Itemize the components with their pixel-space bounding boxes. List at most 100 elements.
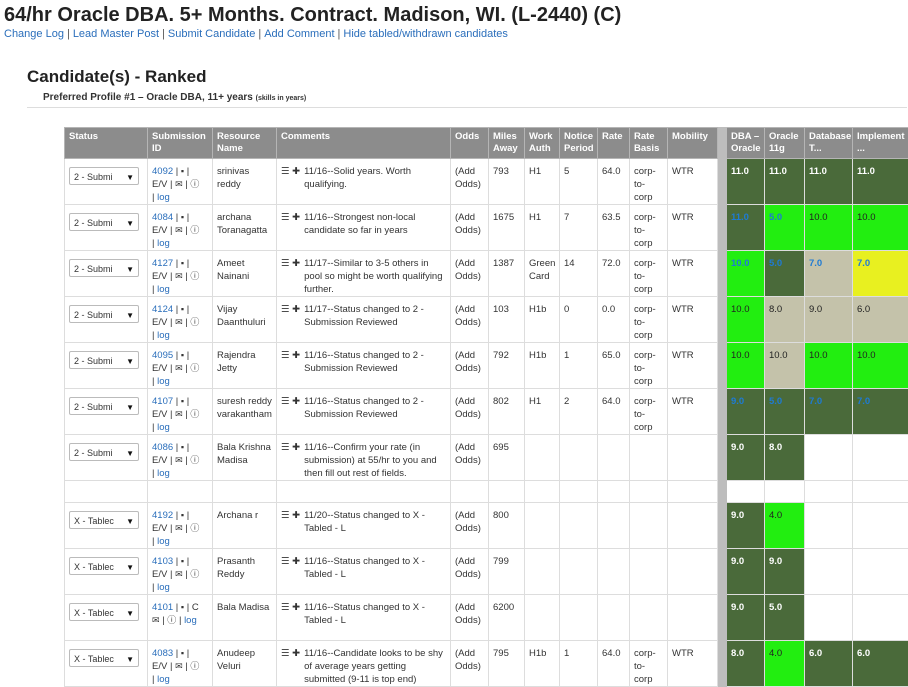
list-icon[interactable]: ☰ (281, 166, 290, 177)
plus-icon[interactable]: ✚ (290, 442, 301, 453)
info-icon[interactable]: ⓘ (190, 409, 199, 419)
list-icon[interactable]: ☰ (281, 350, 290, 361)
log-link[interactable]: log (157, 468, 170, 479)
log-link[interactable]: log (157, 376, 170, 387)
add-odds-link[interactable]: (Add Odds) (455, 510, 481, 534)
log-link[interactable]: log (157, 422, 170, 433)
ev-label[interactable]: E/V (152, 271, 167, 282)
status-select[interactable]: 2 - Submi▼ (69, 351, 139, 369)
status-select[interactable]: X - Tablec▼ (69, 649, 139, 667)
status-select[interactable]: 2 - Submi▼ (69, 213, 139, 231)
file-icon[interactable]: ▪ (181, 602, 184, 612)
plus-icon[interactable]: ✚ (290, 304, 301, 315)
list-icon[interactable]: ☰ (281, 648, 290, 659)
list-icon[interactable]: ☰ (281, 556, 290, 567)
add-odds-link[interactable]: (Add Odds) (455, 166, 481, 190)
plus-icon[interactable]: ✚ (290, 258, 301, 269)
ev-label[interactable]: E/V (152, 225, 167, 236)
status-select[interactable]: 2 - Submi▼ (69, 443, 139, 461)
col-implement[interactable]: Implement ... (853, 128, 908, 159)
log-link[interactable]: log (157, 238, 170, 249)
ev-label[interactable]: E/V (152, 523, 167, 534)
submission-id-link[interactable]: 4101 (152, 602, 173, 613)
info-icon[interactable]: ⓘ (190, 661, 199, 671)
file-icon[interactable]: ▪ (181, 648, 184, 658)
add-odds-link[interactable]: (Add Odds) (455, 602, 481, 626)
col-odds[interactable]: Odds (451, 128, 489, 159)
add-odds-link[interactable]: (Add Odds) (455, 304, 481, 328)
col-miles-away[interactable]: Miles Away (489, 128, 525, 159)
file-icon[interactable]: ▪ (181, 212, 184, 222)
status-select[interactable]: X - Tablec▼ (69, 511, 139, 529)
mail-icon[interactable]: ✉ (175, 271, 183, 281)
status-select[interactable]: 2 - Submi▼ (69, 397, 139, 415)
plus-icon[interactable]: ✚ (290, 350, 301, 361)
col-database-t[interactable]: Database T... (805, 128, 853, 159)
mail-icon[interactable]: ✉ (175, 317, 183, 327)
list-icon[interactable]: ☰ (281, 396, 290, 407)
log-link[interactable]: log (157, 536, 170, 547)
status-select[interactable]: X - Tablec▼ (69, 557, 139, 575)
add-odds-link[interactable]: (Add Odds) (455, 350, 481, 374)
add-odds-link[interactable]: (Add Odds) (455, 556, 481, 580)
submission-id-link[interactable]: 4107 (152, 396, 173, 407)
log-link[interactable]: log (157, 330, 170, 341)
status-select[interactable]: 2 - Submi▼ (69, 167, 139, 185)
mail-icon[interactable]: ✉ (175, 179, 183, 189)
status-select[interactable]: 2 - Submi▼ (69, 305, 139, 323)
ev-label[interactable]: E/V (152, 409, 167, 420)
mail-icon[interactable]: ✉ (175, 661, 183, 671)
submission-id-link[interactable]: 4124 (152, 304, 173, 315)
log-link[interactable]: log (157, 674, 170, 685)
col-submission-id[interactable]: Submission ID (148, 128, 213, 159)
submission-id-link[interactable]: 4103 (152, 556, 173, 567)
ev-label[interactable]: E/V (152, 455, 167, 466)
add-odds-link[interactable]: (Add Odds) (455, 442, 481, 466)
add-odds-link[interactable]: (Add Odds) (455, 258, 481, 282)
file-icon[interactable]: ▪ (181, 556, 184, 566)
file-icon[interactable]: ▪ (181, 510, 184, 520)
col-dba-oracle[interactable]: DBA – Oracle (727, 128, 765, 159)
submission-id-link[interactable]: 4083 (152, 648, 173, 659)
mail-icon[interactable]: ✉ (152, 615, 160, 625)
status-select[interactable]: X - Tablec▼ (69, 603, 139, 621)
hide-tabled-link[interactable]: Hide tabled/withdrawn candidates (343, 28, 508, 40)
info-icon[interactable]: ⓘ (190, 317, 199, 327)
log-link[interactable]: log (157, 284, 170, 295)
list-icon[interactable]: ☰ (281, 602, 290, 613)
ev-label[interactable]: E/V (152, 317, 167, 328)
plus-icon[interactable]: ✚ (290, 166, 301, 177)
file-icon[interactable]: ▪ (181, 304, 184, 314)
add-comment-link[interactable]: Add Comment (264, 28, 334, 40)
ev-label[interactable]: E/V (152, 661, 167, 672)
info-icon[interactable]: ⓘ (190, 363, 199, 373)
ev-label[interactable]: E/V (152, 569, 167, 580)
col-oracle-11g[interactable]: Oracle 11g (765, 128, 805, 159)
plus-icon[interactable]: ✚ (290, 648, 301, 659)
file-icon[interactable]: ▪ (181, 350, 184, 360)
add-odds-link[interactable]: (Add Odds) (455, 648, 481, 672)
mail-icon[interactable]: ✉ (175, 409, 183, 419)
status-select[interactable]: 2 - Submi▼ (69, 259, 139, 277)
info-icon[interactable]: ⓘ (190, 225, 199, 235)
mail-icon[interactable]: ✉ (175, 225, 183, 235)
col-rate[interactable]: Rate (598, 128, 630, 159)
file-icon[interactable]: ▪ (181, 396, 184, 406)
plus-icon[interactable]: ✚ (290, 396, 301, 407)
submission-id-link[interactable]: 4192 (152, 510, 173, 521)
ev-label[interactable]: E/V (152, 363, 167, 374)
plus-icon[interactable]: ✚ (290, 212, 301, 223)
info-icon[interactable]: ⓘ (190, 523, 199, 533)
submission-id-link[interactable]: 4127 (152, 258, 173, 269)
change-log-link[interactable]: Change Log (4, 28, 64, 40)
list-icon[interactable]: ☰ (281, 510, 290, 521)
list-icon[interactable]: ☰ (281, 212, 290, 223)
info-icon[interactable]: ⓘ (190, 569, 199, 579)
file-icon[interactable]: ▪ (181, 258, 184, 268)
list-icon[interactable]: ☰ (281, 304, 290, 315)
info-icon[interactable]: ⓘ (190, 271, 199, 281)
submission-id-link[interactable]: 4084 (152, 212, 173, 223)
lead-master-post-link[interactable]: Lead Master Post (73, 28, 159, 40)
col-mobility[interactable]: Mobility (668, 128, 718, 159)
mail-icon[interactable]: ✉ (175, 523, 183, 533)
